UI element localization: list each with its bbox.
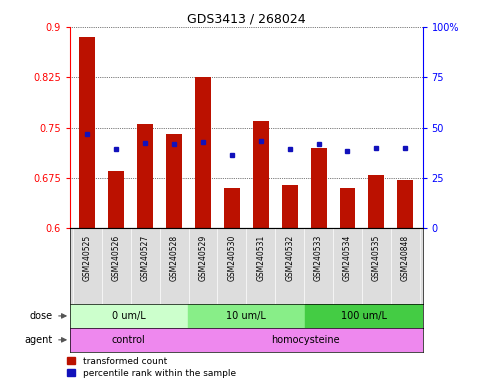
Bar bbox=[224, 188, 240, 228]
Bar bbox=[70, 304, 187, 328]
Bar bbox=[195, 76, 211, 228]
Bar bbox=[166, 134, 182, 228]
Bar bbox=[70, 328, 187, 352]
Bar bbox=[79, 37, 95, 228]
Text: 100 um/L: 100 um/L bbox=[341, 311, 387, 321]
Bar bbox=[187, 328, 423, 352]
Text: GSM240535: GSM240535 bbox=[372, 235, 381, 281]
Text: GSM240526: GSM240526 bbox=[112, 235, 121, 281]
Bar bbox=[369, 175, 384, 228]
Text: GSM240529: GSM240529 bbox=[199, 235, 208, 281]
Bar bbox=[108, 171, 124, 228]
Text: control: control bbox=[112, 335, 146, 345]
Text: GSM240527: GSM240527 bbox=[141, 235, 150, 281]
Bar bbox=[340, 188, 355, 228]
Text: GSM240528: GSM240528 bbox=[170, 235, 179, 281]
Text: GSM240848: GSM240848 bbox=[401, 235, 410, 281]
Text: GSM240534: GSM240534 bbox=[343, 235, 352, 281]
Text: GSM240532: GSM240532 bbox=[285, 235, 294, 281]
Bar bbox=[398, 180, 413, 228]
Legend: transformed count, percentile rank within the sample: transformed count, percentile rank withi… bbox=[67, 357, 236, 377]
Bar bbox=[253, 121, 269, 228]
Bar bbox=[282, 185, 298, 228]
Text: 0 um/L: 0 um/L bbox=[112, 311, 146, 321]
Text: agent: agent bbox=[24, 335, 52, 345]
Bar bbox=[187, 304, 305, 328]
Title: GDS3413 / 268024: GDS3413 / 268024 bbox=[187, 13, 306, 26]
Bar bbox=[311, 148, 327, 228]
Text: GSM240525: GSM240525 bbox=[83, 235, 92, 281]
Bar bbox=[137, 124, 153, 228]
Bar bbox=[305, 304, 423, 328]
Text: GSM240530: GSM240530 bbox=[227, 235, 236, 281]
Text: dose: dose bbox=[29, 311, 52, 321]
Text: homocysteine: homocysteine bbox=[271, 335, 340, 345]
Text: 10 um/L: 10 um/L bbox=[227, 311, 266, 321]
Text: GSM240531: GSM240531 bbox=[256, 235, 265, 281]
Text: GSM240533: GSM240533 bbox=[314, 235, 323, 281]
